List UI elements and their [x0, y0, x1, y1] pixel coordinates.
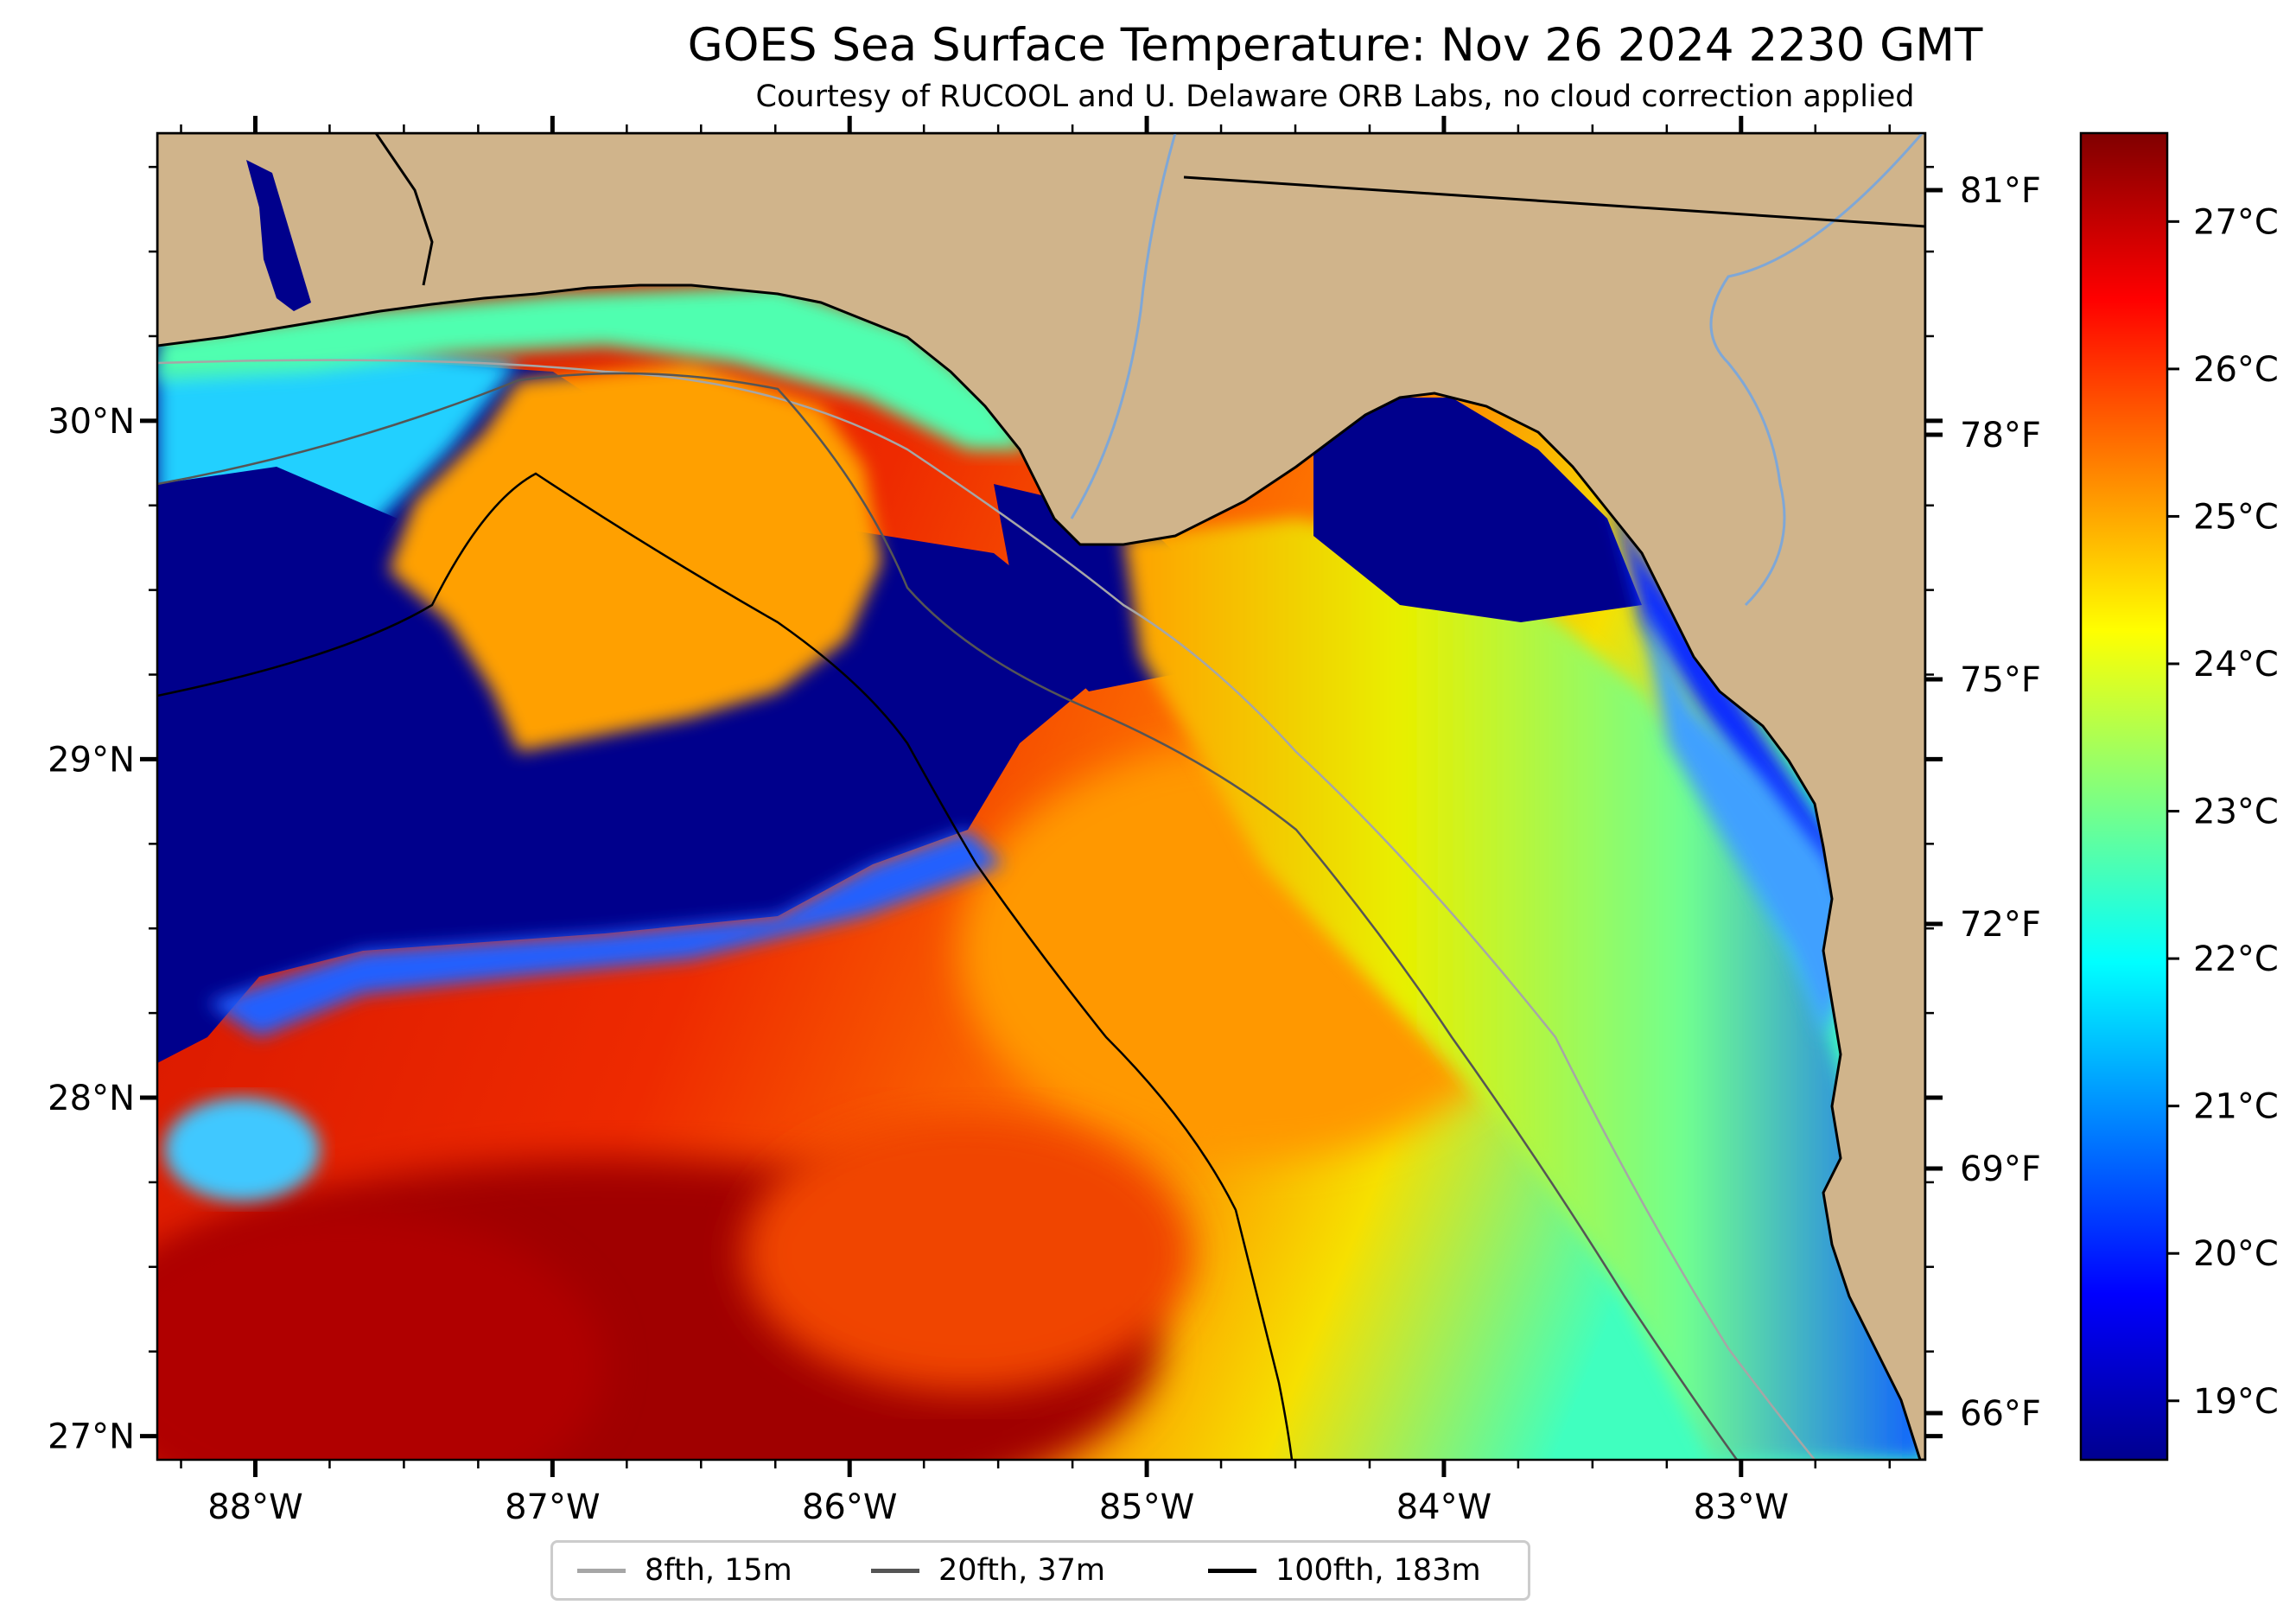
map-frame [156, 131, 1927, 1462]
colorbar-tick-label: 26°C [2193, 350, 2279, 390]
lon-tick-label: 83°W [1694, 1487, 1789, 1527]
isobath-legend: 8fth, 15m 20fth, 37m 100fth, 183m [550, 1540, 1530, 1601]
legend-label: 20fth, 37m [938, 1553, 1106, 1588]
map-subtitle: Courtesy of RUCOOL and U. Delaware ORB L… [755, 80, 1915, 114]
lon-tick-label: 86°W [802, 1487, 897, 1527]
colorbar-axis: 19°C 20°C 21°C 22°C 23°C 24°C 25°C 26°C 27°C [2167, 202, 2279, 1422]
legend-label: 100fth, 183m [1275, 1553, 1481, 1588]
latitude-axis: 30°N 29°N 28°N 27°N [48, 165, 1943, 1457]
colorbar-tick-label: 19°C [2193, 1382, 2279, 1422]
colorbar-tick-label: 23°C [2193, 793, 2279, 832]
f-tick-label: 72°F [1960, 905, 2041, 945]
colorbar-tick-label: 24°C [2193, 645, 2279, 685]
sst-field [157, 133, 1925, 1460]
lon-tick-label: 85°W [1099, 1487, 1194, 1527]
lon-tick-label: 88°W [207, 1487, 302, 1527]
lat-tick-label: 30°N [48, 402, 135, 442]
legend-swatch [1208, 1568, 1256, 1573]
colorbar-tick-label: 20°C [2193, 1234, 2279, 1274]
colorbar-tick-label: 22°C [2193, 939, 2279, 979]
f-tick-label: 75°F [1960, 660, 2041, 700]
f-tick-label: 81°F [1960, 171, 2041, 211]
legend-swatch [871, 1568, 919, 1573]
longitude-axis: 88°W 87°W 86°W 85°W 84°W 83°W [180, 116, 1891, 1527]
f-tick-label: 69°F [1960, 1150, 2041, 1189]
f-tick-label: 66°F [1960, 1394, 2041, 1434]
legend-item-8fth: 8fth, 15m [577, 1543, 792, 1598]
legend-swatch [577, 1568, 626, 1573]
lat-tick-label: 29°N [48, 740, 135, 780]
lon-tick-label: 87°W [505, 1487, 600, 1527]
legend-label: 8fth, 15m [645, 1553, 792, 1588]
lat-tick-label: 27°N [48, 1417, 135, 1457]
lat-tick-label: 28°N [48, 1079, 135, 1118]
sst-map: 88°W 87°W 86°W 85°W 84°W 83°W 30°N 29°N 28°N 27°… [48, 116, 2279, 1527]
f-tick-label: 78°F [1960, 416, 2041, 455]
legend-item-20fth: 20fth, 37m [871, 1543, 1105, 1598]
fahrenheit-axis: 81°F 78°F 75°F 72°F 69°F 66°F [1925, 171, 2041, 1434]
colorbar-tick-label: 21°C [2193, 1087, 2279, 1127]
legend-item-100fth: 100fth, 183m [1208, 1543, 1481, 1598]
lon-tick-label: 84°W [1396, 1487, 1491, 1527]
map-title: GOES Sea Surface Temperature: Nov 26 202… [687, 19, 1983, 72]
colorbar-tick-label: 27°C [2193, 202, 2279, 242]
colorbar-tick-label: 25°C [2193, 497, 2279, 537]
colorbar [2079, 131, 2169, 1462]
